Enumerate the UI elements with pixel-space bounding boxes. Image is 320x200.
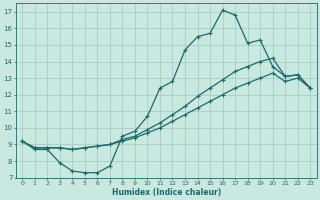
X-axis label: Humidex (Indice chaleur): Humidex (Indice chaleur) bbox=[112, 188, 221, 197]
